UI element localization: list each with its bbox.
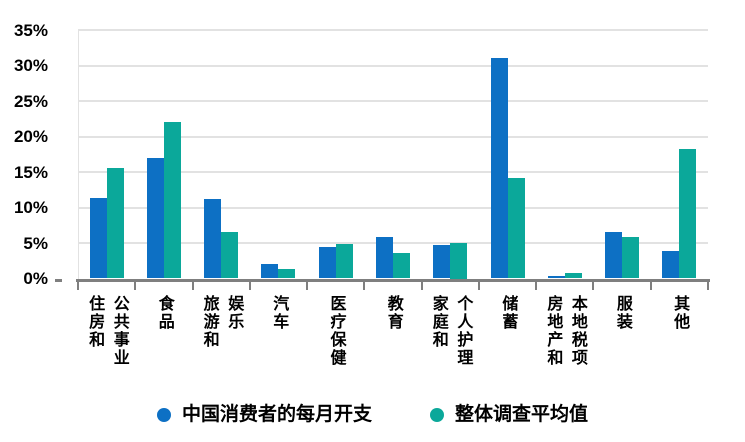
x-axis-category-label: 服装 [613,295,631,331]
gridline [78,171,708,173]
x-axis-category-label-column: 汽车 [270,295,288,331]
y-axis-tick-label: 0% [23,269,48,288]
y-axis-zero-tick [55,278,62,282]
x-axis-category-label: 其他 [671,295,689,331]
x-axis-category-label-column: 教育 [384,295,402,331]
gridline [78,64,708,67]
bar-overall-survey-average [163,121,181,279]
x-axis-category-label-column: 食品 [155,295,173,331]
bar-china-consumer-monthly-spend [204,198,222,279]
y-axis-tick-label: 15% [13,162,48,182]
x-axis-category-label: 住房和 公共事业 [86,295,128,367]
bar-overall-survey-average [450,243,468,279]
x-axis-category-label-column: 住房和 [86,295,104,349]
x-axis-tick [592,281,595,290]
gridline [78,242,708,244]
x-axis-category-label-column: 其他 [671,295,689,331]
legend-label: 整体调查平均值 [455,404,589,425]
bar-china-consumer-monthly-spend [376,237,393,279]
bar-china-consumer-monthly-spend [261,263,279,279]
x-axis-tick [649,281,652,290]
bar-china-consumer-monthly-spend [433,245,451,279]
x-axis-category-label-column: 本地税项 [568,295,586,367]
gridline [78,206,708,209]
bar-china-consumer-monthly-spend [146,157,164,279]
y-axis-tick-label: 25% [13,91,48,111]
bar-china-consumer-monthly-spend [605,231,623,279]
x-axis-tick [134,281,137,290]
x-axis-tick [707,281,709,290]
bar-china-consumer-monthly-spend [662,250,680,279]
x-axis-category-label: 教育 [384,295,402,331]
y-axis-tick-label: 35% [13,20,48,40]
x-axis-category-label: 储蓄 [499,295,517,331]
bar-overall-survey-average [622,237,640,279]
x-axis-tick [363,281,366,290]
x-axis-category-label-column: 储蓄 [499,295,517,331]
x-axis-category-label: 旅游和 娱乐 [200,295,243,349]
x-axis-category-label: 食品 [155,295,173,331]
legend-label: 中国消费者的每月开支 [181,404,372,425]
x-axis-category-label-column: 个人护理 [454,295,472,367]
x-axis-tick [191,281,194,290]
bar-china-consumer-monthly-spend [547,275,565,279]
bar-overall-survey-average [278,268,296,279]
x-axis-category-label: 家庭和 个人护理 [429,295,472,367]
legend-item-overall-survey-average: 整体调查平均值 [430,404,588,426]
legend-dot [156,408,171,422]
bar-overall-survey-average [106,167,124,279]
legend-dot [430,408,444,422]
x-axis-category-label-column: 家庭和 [429,295,447,349]
bar-overall-survey-average [679,148,697,279]
x-axis-category-label-column: 房地产和 [544,295,562,367]
bar-overall-survey-average [221,231,239,279]
gridline [78,135,708,138]
bar-overall-survey-average [393,252,410,279]
x-axis-category-label-column: 服装 [613,295,631,331]
x-axis-tick [306,281,309,290]
x-axis-tick [248,281,251,290]
x-axis-category-label-column: 娱乐 [225,295,243,331]
gridline [78,100,708,102]
x-axis-category-label-column: 医疗保健 [327,295,345,367]
x-axis-tick [77,281,79,290]
legend: 中国消费者的每月开支 整体调查平均值 [0,404,745,426]
x-axis-category-label: 汽车 [270,295,288,331]
x-axis-tick [420,281,423,290]
y-axis-line [78,30,79,279]
bar-china-consumer-monthly-spend [89,197,107,279]
x-axis-category-label: 医疗保健 [327,295,345,367]
x-axis-category-label-column: 旅游和 [200,295,218,349]
x-axis-line [76,278,710,282]
y-axis-tick-label: 30% [13,56,48,75]
legend-item-china-consumer-monthly-spend: 中国消费者的每月开支 [156,404,372,426]
bar-overall-survey-average [335,243,353,279]
bar-china-consumer-monthly-spend [318,247,336,279]
x-axis-tick [535,281,538,290]
bar-overall-survey-average [564,272,582,279]
bar-china-consumer-monthly-spend [490,57,508,279]
y-axis-tick-label: 5% [23,233,48,253]
bar-overall-survey-average [507,177,525,279]
y-axis-tick-label: 20% [13,127,48,146]
x-axis-category-label: 房地产和 本地税项 [544,295,586,367]
gridline [78,29,708,31]
y-axis-tick-label: 10% [13,198,48,217]
x-axis-tick [477,281,480,290]
x-axis-category-label-column: 公共事业 [110,295,128,367]
